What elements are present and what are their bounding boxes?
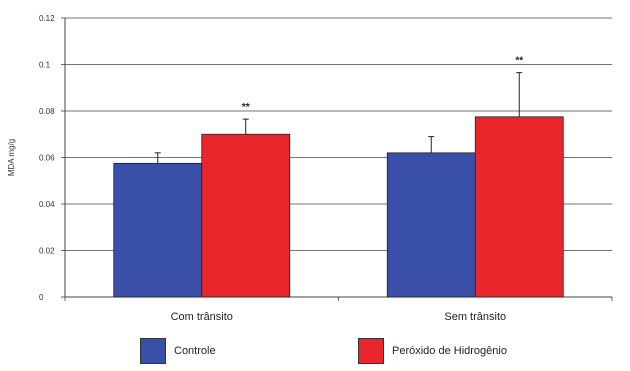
bar — [386, 152, 476, 298]
y-tick-label: 0.06 — [39, 154, 55, 163]
legend-label-peroxido: Peróxido de Hidrogênio — [392, 345, 507, 357]
y-tick-label: 0.04 — [39, 200, 55, 209]
legend-swatch-peroxido — [358, 338, 384, 364]
y-tick-label: 0 — [39, 293, 44, 302]
category-label: Sem trânsito — [444, 311, 506, 323]
legend-swatch-controle — [140, 338, 166, 364]
y-tick-label: 0.1 — [39, 61, 51, 70]
y-tick-label: 0.02 — [39, 247, 55, 256]
significance-marker: ** — [515, 56, 523, 67]
significance-marker: ** — [242, 102, 250, 113]
legend-item-peroxido: Peróxido de Hidrogênio — [358, 338, 507, 364]
error-bars — [154, 72, 523, 164]
y-axis-label: MDA mg/g — [7, 139, 16, 176]
bar — [113, 162, 203, 298]
legend-label-controle: Controle — [174, 345, 216, 357]
y-tick-label: 0.12 — [39, 14, 55, 23]
bar — [201, 133, 291, 298]
labels: 0 0.02 0.04 0.06 0.08 0.1 0.12 MDA mg/g Com trân… — [7, 14, 523, 323]
category-label: Com trânsito — [171, 311, 233, 323]
legend: Controle Peróxido de Hidrogênio — [0, 338, 630, 368]
legend-item-controle: Controle — [140, 338, 216, 364]
y-tick-label: 0.08 — [39, 107, 55, 116]
bars — [113, 116, 564, 298]
bar — [474, 116, 564, 298]
